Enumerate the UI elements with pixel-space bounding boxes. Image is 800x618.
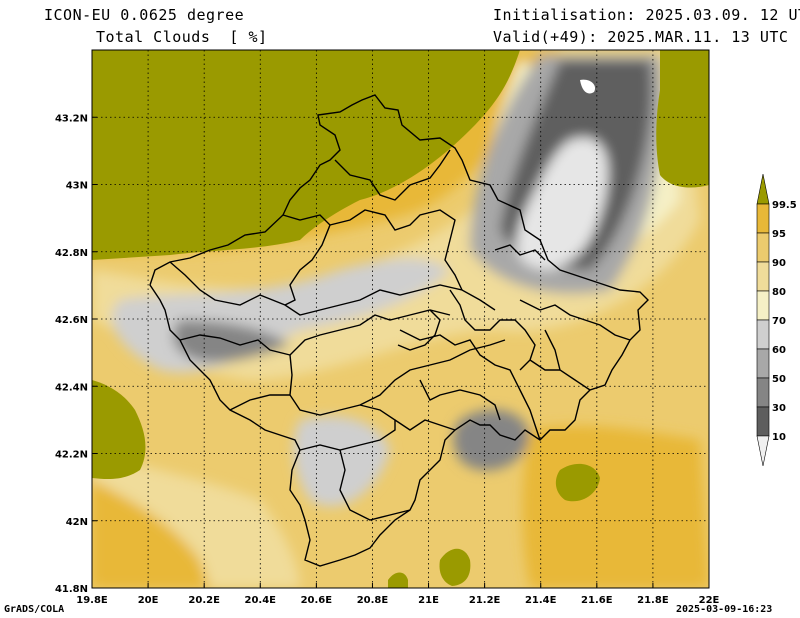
internal-border <box>169 261 496 316</box>
internal-border <box>529 359 560 371</box>
internal-border <box>397 309 441 351</box>
internal-border <box>334 149 451 201</box>
longitude-axis: 19.8E 20E 20.2E 20.4E 20.6E 20.8E 21E 21.2E 21.4… <box>76 583 720 606</box>
colorbar-top-triangle <box>756 173 770 205</box>
overcast-patch-south <box>439 548 471 586</box>
border-lines <box>149 94 649 567</box>
colorbar-label: 10 <box>772 432 786 443</box>
cloud-50-patch-west <box>173 320 290 363</box>
colorbar: 99.5 95 90 80 70 60 50 30 10 <box>756 173 797 467</box>
variable-title: Total Clouds [ %] <box>96 28 268 46</box>
latitude-axis: 43.2N 43N 42.8N 42.6N 42.4N 42.2N 42N 41.8N <box>55 113 97 595</box>
clear-sky-patch <box>516 137 609 270</box>
internal-border <box>394 419 456 431</box>
internal-border <box>339 449 411 521</box>
lat-tick-label: 42N <box>66 517 88 528</box>
lat-tick-label: 43N <box>66 181 88 192</box>
colorbar-label: 90 <box>772 258 786 269</box>
lon-tick-label: 22E <box>699 595 720 606</box>
lon-tick-label: 21.6E <box>581 595 613 606</box>
colorbar-segment <box>756 261 770 292</box>
cloud-95-band-se <box>522 425 709 588</box>
overcast-area-northeast <box>656 50 709 188</box>
lon-tick-label: 20.4E <box>245 595 277 606</box>
cloud-60-patch-south <box>293 416 390 507</box>
colorbar-segment <box>756 377 770 408</box>
internal-border <box>449 289 536 371</box>
colorbar-label: 95 <box>772 229 786 240</box>
cloud-gap-north <box>580 79 596 94</box>
colorbar-segment <box>756 290 770 321</box>
overcast-patch-southeast <box>555 463 600 502</box>
cloud-field <box>92 50 709 588</box>
lat-tick-label: 41.8N <box>55 584 88 595</box>
lon-tick-label: 21.8E <box>637 595 669 606</box>
region-outer-border <box>149 94 649 567</box>
lon-tick-label: 21E <box>418 595 439 606</box>
lat-tick-label: 42.2N <box>55 450 88 461</box>
internal-border <box>282 214 331 306</box>
lon-tick-label: 20E <box>138 595 159 606</box>
timestamp-text: 2025-03-09-16:23 <box>676 604 773 615</box>
internal-border <box>519 299 631 341</box>
colorbar-label: 80 <box>772 287 786 298</box>
colorbar-label: 30 <box>772 403 786 414</box>
cloud-95-band-sw <box>92 480 210 588</box>
overcast-area-northwest <box>92 50 520 260</box>
lat-tick-label: 42.6N <box>55 315 88 326</box>
colorbar-segment <box>756 406 770 437</box>
colorbar-label: 99.5 <box>772 200 797 211</box>
internal-border <box>289 339 506 416</box>
lon-tick-label: 20.2E <box>188 595 220 606</box>
overcast-area-southwest <box>92 380 146 480</box>
cloud-50-patch-south <box>453 409 530 471</box>
internal-border <box>329 209 463 291</box>
colorbar-label: 60 <box>772 345 786 356</box>
internal-border <box>419 379 501 421</box>
internal-border <box>179 334 291 356</box>
colorbar-bottom-triangle <box>756 435 770 467</box>
colorbar-segment <box>756 319 770 350</box>
overcast-patch-south-edge <box>388 572 408 588</box>
init-time: Initialisation: 2025.03.09. 12 UTC <box>493 6 800 24</box>
colorbar-label: 70 <box>772 316 786 327</box>
lon-tick-label: 21.2E <box>469 595 501 606</box>
valid-time: Valid(+49): 2025.MAR.11. 13 UTC <box>493 28 789 46</box>
grid-lines <box>92 50 709 588</box>
internal-border <box>494 244 546 261</box>
internal-border <box>299 404 396 451</box>
lat-tick-label: 42.8N <box>55 248 88 259</box>
colorbar-segment <box>756 348 770 379</box>
lon-tick-label: 20.6E <box>301 595 333 606</box>
internal-border <box>229 394 290 411</box>
colorbar-segment <box>756 203 770 234</box>
model-title: ICON-EU 0.0625 degree <box>44 6 245 24</box>
internal-border <box>289 309 451 356</box>
lon-tick-label: 20.8E <box>357 595 389 606</box>
lon-tick-label: 21.4E <box>525 595 557 606</box>
colorbar-label: 50 <box>772 374 786 385</box>
lon-tick-label: 19.8E <box>76 595 108 606</box>
credit-text: GrADS/COLA <box>4 604 65 615</box>
lat-tick-label: 42.4N <box>55 382 88 393</box>
lat-tick-label: 43.2N <box>55 113 88 124</box>
colorbar-segment <box>756 232 770 263</box>
